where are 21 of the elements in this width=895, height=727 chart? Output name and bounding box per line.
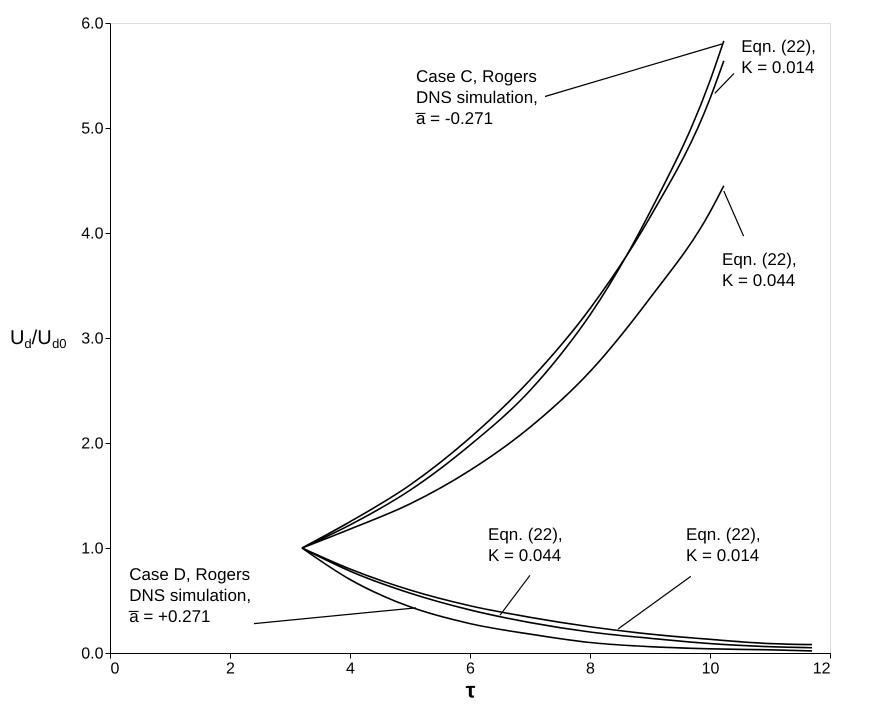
x-tick-label: 12 <box>812 660 831 678</box>
x-tick-label: 6 <box>466 660 476 678</box>
x-tick-label: 0 <box>110 660 120 678</box>
x-tick-label: 10 <box>702 660 720 678</box>
annotation: Eqn. (22), K = 0.014 <box>686 525 761 565</box>
annotation: Case C, Rogers DNS simulation, a̅ = -0.271 <box>415 67 538 128</box>
y-tick-label: 6.0 <box>81 16 104 32</box>
y-tick-label: 2.0 <box>81 436 104 452</box>
y-tick-label: 3.0 <box>81 330 104 348</box>
annotation: Eqn. (22), K = 0.044 <box>722 250 797 290</box>
y-tick-label: 4.0 <box>81 226 104 242</box>
x-tick-label: 8 <box>586 660 596 678</box>
y-tick-label: 0.0 <box>81 646 104 662</box>
y-tick-label: 1.0 <box>81 540 104 558</box>
x-axis-title: τ <box>466 678 476 702</box>
y-tick-label: 5.0 <box>81 120 104 138</box>
x-tick-label: 4 <box>346 660 356 678</box>
annotation: Eqn. (22), K = 0.044 <box>488 525 563 565</box>
x-tick-label: 2 <box>226 660 236 678</box>
annotation: Eqn. (22), K = 0.014 <box>741 36 816 77</box>
annotation: Case D, Rogers DNS simulation, a̅ = +0.271 <box>128 564 252 626</box>
